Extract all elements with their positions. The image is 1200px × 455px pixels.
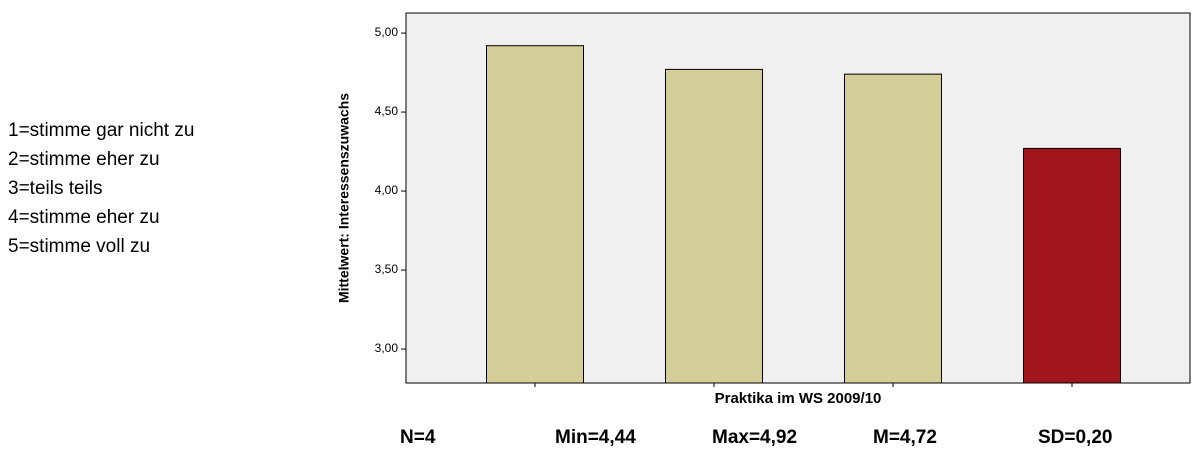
y-tick-label: 4,00 (375, 183, 399, 197)
stat: M=4,72 (873, 427, 937, 448)
note: 5=stimme voll zu (8, 236, 150, 257)
bar (1023, 147, 1121, 384)
note: 1=stimme gar nicht zu (8, 120, 194, 141)
bar (665, 68, 763, 384)
note: 3=teils teils (8, 178, 103, 199)
note: 2=stimme eher zu (8, 149, 160, 170)
y-tick-label: 3,50 (375, 262, 399, 276)
bar (486, 45, 584, 384)
stat: Max=4,92 (712, 427, 797, 448)
x-axis-label: Praktika im WS 2009/10 (715, 390, 882, 407)
stat: N=4 (400, 427, 436, 448)
y-tick-label: 3,00 (375, 341, 399, 355)
note: 4=stimme eher zu (8, 207, 160, 228)
y-tick-label: 4,50 (375, 104, 399, 118)
y-tick-label: 5,00 (375, 25, 399, 39)
stat: Min=4,44 (555, 427, 636, 448)
stat: SD=0,20 (1038, 427, 1112, 448)
y-axis-label: Mittelwert: Interessenszuwachs (336, 93, 352, 303)
bar (844, 73, 942, 384)
